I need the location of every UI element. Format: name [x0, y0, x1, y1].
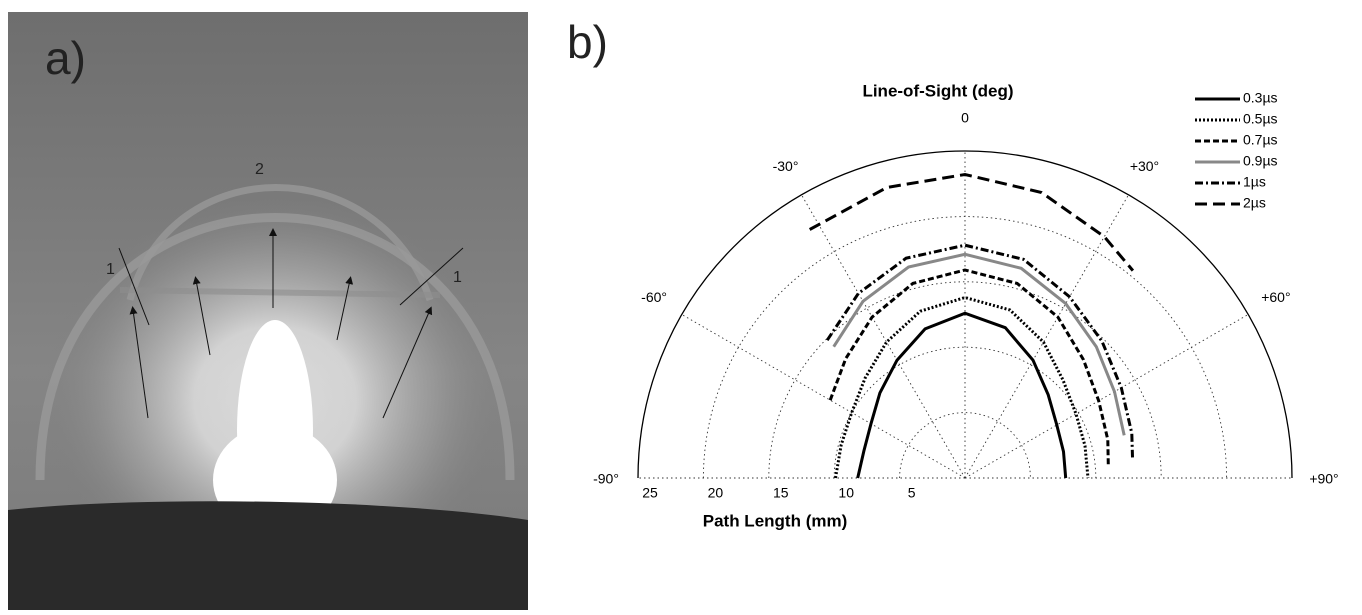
angle-tick-label: 0 [961, 110, 969, 126]
chart-title: Line-of-Sight (deg) [862, 81, 1013, 100]
r-tick-label: 20 [708, 485, 724, 501]
legend-label: 0.7µs [1243, 132, 1278, 148]
grid-spoke [965, 195, 1129, 478]
legend-label: 2µs [1243, 195, 1266, 211]
series-line [834, 254, 1124, 435]
angle-tick-label: -60° [641, 289, 667, 305]
legend-label: 0.9µs [1243, 153, 1278, 169]
angle-tick-label: +30° [1130, 158, 1159, 174]
r-tick-label: 25 [642, 485, 658, 501]
grid-spoke [682, 315, 965, 479]
angle-tick-label: -30° [773, 158, 799, 174]
photo: a) 2 1 1 [8, 12, 528, 610]
axis-label: Path Length (mm) [703, 511, 848, 530]
figure: a) 2 1 1 b) Line-of-Sight (deg) Path Len… [0, 0, 1362, 610]
panel-label: b) [567, 16, 608, 68]
r-tick-label: 5 [908, 485, 916, 501]
annotation: 1 [106, 261, 115, 278]
angle-tick-label: +90° [1309, 471, 1338, 487]
angle-tick-label: -90° [593, 471, 619, 487]
r-tick-label: 10 [838, 485, 854, 501]
legend-label: 0.5µs [1243, 111, 1278, 127]
panel-label: a) [45, 32, 86, 84]
annotation: 1 [453, 269, 462, 286]
r-tick-label: 15 [773, 485, 789, 501]
page: {"photo_panel": {"label": "a)", "annotat… [0, 0, 1362, 615]
legend-label: 1µs [1243, 174, 1266, 190]
polar-chart: b) Line-of-Sight (deg) Path Length (mm) … [567, 16, 1339, 530]
series-line [827, 245, 1132, 457]
annotation: 2 [255, 161, 264, 178]
angle-tick-label: +60° [1261, 289, 1290, 305]
series-line [836, 298, 1089, 479]
series-line [858, 313, 1066, 478]
grid-spoke [802, 195, 966, 478]
legend-label: 0.3µs [1243, 90, 1278, 106]
